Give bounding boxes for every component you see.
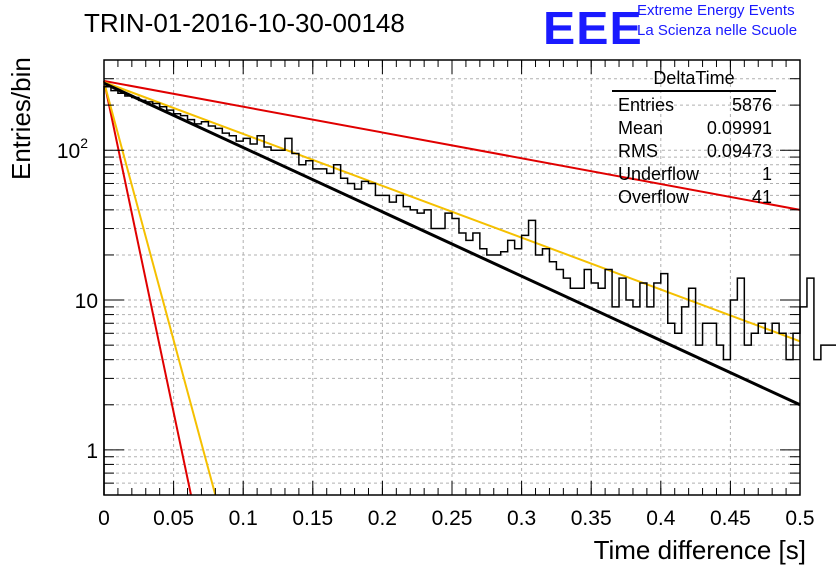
fit-line [103,81,801,407]
stats-value: 1 [761,164,772,184]
stats-value: 0.09991 [706,118,772,138]
x-tick-label: 0.25 [432,507,473,530]
stats-box-title: DeltaTime [612,68,776,92]
eee-logo: EEE [543,2,643,54]
logo-line-1: Extreme Energy Events [637,2,795,19]
y-tick-label: 1 [86,440,98,463]
x-tick-label: 0.4 [646,507,676,530]
logo-line-2: La Scienza nelle Scuole [637,22,798,39]
stats-row: Entries 5876 [612,94,776,117]
stats-label: RMS [618,141,658,161]
ticks [103,59,801,496]
x-tick-label: 0.2 [368,507,397,530]
exponential-curve [103,79,801,211]
x-tick-label: 0.3 [507,507,536,530]
curves [103,79,801,496]
x-axis-label: Time difference [s] [593,535,806,565]
stats-value: 41 [751,187,772,207]
x-tick-label: 0.45 [710,507,751,530]
histogram-outline [103,86,836,495]
stats-value: 0.09473 [706,141,772,161]
y-axis-label: Entries/bin [6,57,36,180]
stats-label: Overflow [618,187,690,207]
exponential-curve [103,81,217,496]
stats-row: Underflow 1 [612,163,776,186]
grid [104,59,800,496]
y-tick-label: 102 [57,135,88,163]
x-tick-label: 0.5 [785,507,814,530]
stats-row: Mean 0.09991 [612,117,776,140]
stats-label: Mean [618,118,664,138]
x-tick-label: 0 [98,507,110,530]
stats-row: RMS 0.09473 [612,140,776,163]
stats-label: Entries [618,95,675,115]
stats-value: 5876 [731,95,772,115]
x-tick-label: 0.35 [571,507,612,530]
x-tick-label: 0.1 [229,507,258,530]
stats-row: Overflow 41 [612,186,776,209]
plot-title: TRIN-01-2016-10-30-00148 [84,8,405,38]
exponential-curve [103,80,192,496]
histogram [103,86,836,495]
y-tick-exponent: 2 [80,135,88,151]
x-tick-label: 0.15 [292,507,333,530]
stats-box: DeltaTime Entries 5876 Mean 0.09991 RMS 0.0… [612,68,776,209]
tick-labels: 0 0.05 0.1 0.15 0.2 0.25 0.3 0.35 0.4 0.45 0.5 1 10 1… [57,135,815,530]
stats-label: Underflow [618,164,700,184]
y-tick-label: 10 [75,290,98,313]
exponential-curve [103,81,801,343]
x-tick-label: 0.05 [153,507,194,530]
